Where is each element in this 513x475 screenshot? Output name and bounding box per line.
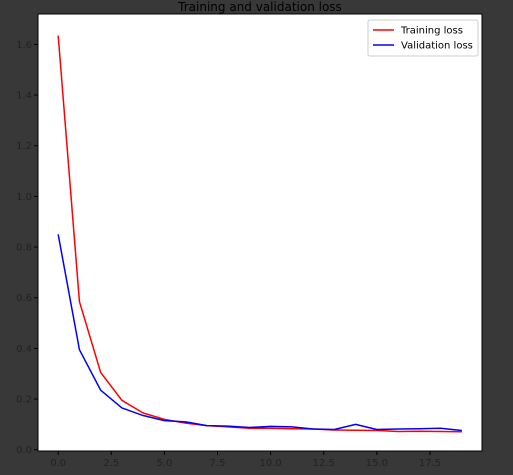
- x-tick-label-2-5: 2.5: [103, 458, 119, 469]
- legend-label-training-loss: Training loss: [400, 26, 463, 37]
- y-tick-label-0-4: 0.4: [16, 344, 32, 355]
- y-tick-label-1-6: 1.6: [16, 40, 32, 51]
- x-tick-label-0-0: 0.0: [50, 458, 66, 469]
- x-tick-label-12-5: 12.5: [313, 458, 335, 469]
- x-tick-label-10-0: 10.0: [259, 458, 281, 469]
- y-tick-label-0-8: 0.8: [16, 243, 32, 254]
- legend-label-validation-loss: Validation loss: [401, 41, 473, 52]
- x-tick-label-7-5: 7.5: [210, 458, 226, 469]
- x-tick-label-17-5: 17.5: [419, 458, 441, 469]
- y-tick-label-0-6: 0.6: [16, 293, 32, 304]
- x-tick-label-15-0: 15.0: [366, 458, 388, 469]
- y-tick-label-1-2: 1.2: [16, 141, 32, 152]
- legend: Training loss Validation loss: [368, 20, 478, 56]
- y-tick-label-1-4: 1.4: [16, 91, 32, 102]
- y-tick-label-0-2: 0.2: [16, 395, 32, 406]
- y-tick-label-1-0: 1.0: [16, 192, 32, 203]
- x-tick-label-5-0: 5.0: [156, 458, 172, 469]
- plot-area: [38, 14, 482, 451]
- y-tick-label-0-0: 0.0: [16, 445, 32, 456]
- chart-title: Training and validation loss: [177, 0, 342, 14]
